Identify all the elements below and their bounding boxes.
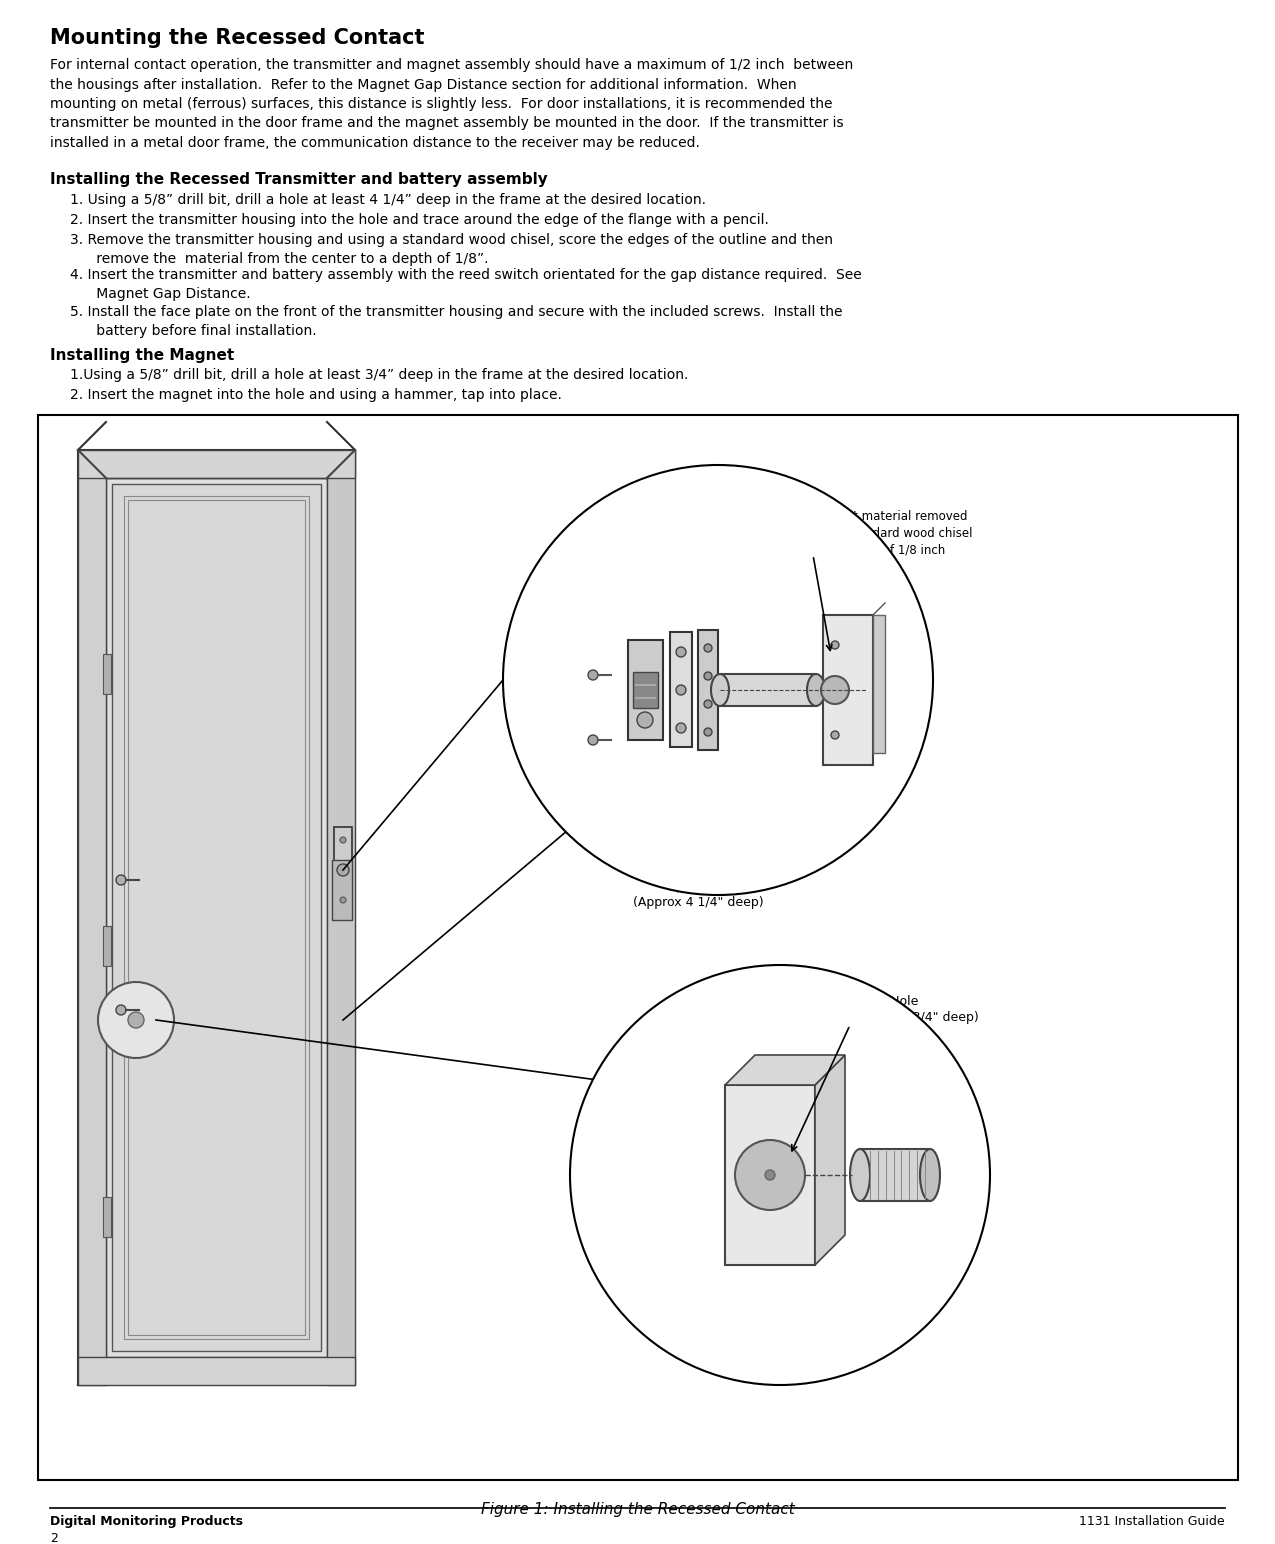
Ellipse shape — [921, 1149, 940, 1201]
Text: 2. Insert the magnet into the hole and using a hammer, tap into place.: 2. Insert the magnet into the hole and u… — [70, 388, 562, 401]
Text: 1.Using a 5/8” drill bit, drill a hole at least 3/4” deep in the frame at the de: 1.Using a 5/8” drill bit, drill a hole a… — [70, 367, 688, 381]
Bar — [78, 449, 354, 479]
Circle shape — [704, 644, 711, 652]
Text: Installing the Magnet: Installing the Magnet — [50, 347, 235, 363]
Text: 1131 Installation Guide: 1131 Installation Guide — [1080, 1515, 1225, 1529]
Text: 4. Insert the transmitter and battery assembly with the reed switch orientated f: 4. Insert the transmitter and battery as… — [70, 269, 862, 301]
Circle shape — [337, 865, 349, 875]
Circle shape — [831, 730, 839, 740]
Circle shape — [704, 699, 711, 709]
Bar — [725, 1085, 815, 1265]
Circle shape — [116, 875, 126, 885]
Text: Digital Monitoring Products: Digital Monitoring Products — [50, 1515, 244, 1529]
Ellipse shape — [711, 675, 729, 706]
Bar — [103, 925, 111, 965]
Circle shape — [588, 735, 598, 746]
Polygon shape — [815, 1055, 845, 1265]
Text: Figure 1: Installing the Recessed Contact: Figure 1: Installing the Recessed Contac… — [481, 1502, 794, 1518]
Text: 5/8" Hole
(Approx 3/4" deep): 5/8" Hole (Approx 3/4" deep) — [861, 994, 979, 1024]
Text: 3. Remove the transmitter housing and using a standard wood chisel, score the ed: 3. Remove the transmitter housing and us… — [70, 233, 833, 266]
Circle shape — [821, 676, 849, 704]
Bar — [632, 672, 658, 709]
Bar — [629, 641, 663, 740]
Text: Mounting the Recessed Contact: Mounting the Recessed Contact — [50, 28, 425, 48]
Circle shape — [734, 1139, 805, 1210]
Bar — [861, 1149, 929, 1201]
Circle shape — [116, 1005, 126, 1014]
Bar — [78, 1357, 354, 1385]
Text: Cutout material removed
with standard wood chisel
to a depth of 1/8 inch: Cutout material removed with standard wo… — [819, 510, 973, 557]
Bar — [124, 496, 309, 1339]
Bar — [720, 675, 816, 706]
Bar — [78, 449, 106, 1385]
Text: 5. Install the face plate on the front of the transmitter housing and secure wit: 5. Install the face plate on the front o… — [70, 306, 843, 338]
Circle shape — [704, 672, 711, 679]
Text: 1. Using a 5/8” drill bit, drill a hole at least 4 1/4” deep in the frame at the: 1. Using a 5/8” drill bit, drill a hole … — [70, 193, 706, 207]
Text: Installing the Recessed Transmitter and battery assembly: Installing the Recessed Transmitter and … — [50, 171, 548, 187]
Bar — [334, 828, 352, 913]
Circle shape — [570, 965, 989, 1385]
Bar — [38, 415, 1238, 1481]
Bar — [822, 615, 873, 764]
Circle shape — [676, 686, 686, 695]
Circle shape — [704, 729, 711, 736]
Bar — [112, 483, 321, 1351]
Bar — [332, 860, 352, 920]
Ellipse shape — [850, 1149, 870, 1201]
Bar — [326, 449, 354, 1385]
Text: 2: 2 — [50, 1532, 57, 1544]
Bar — [697, 630, 718, 750]
Ellipse shape — [807, 675, 825, 706]
Circle shape — [676, 647, 686, 658]
Text: For internal contact operation, the transmitter and magnet assembly should have : For internal contact operation, the tran… — [50, 59, 853, 150]
Bar — [669, 631, 692, 747]
Text: 5/8" Hole
(Approx 4 1/4" deep): 5/8" Hole (Approx 4 1/4" deep) — [632, 880, 764, 909]
Polygon shape — [725, 1055, 845, 1085]
Bar — [103, 1197, 111, 1237]
Bar — [78, 449, 354, 1385]
Circle shape — [340, 897, 346, 903]
Circle shape — [831, 641, 839, 648]
Bar — [106, 479, 326, 1357]
Circle shape — [638, 712, 653, 729]
Bar — [103, 655, 111, 695]
Circle shape — [128, 1011, 144, 1028]
Circle shape — [340, 837, 346, 843]
Circle shape — [588, 670, 598, 679]
Circle shape — [676, 723, 686, 733]
Bar — [873, 615, 885, 753]
Circle shape — [765, 1170, 775, 1180]
Circle shape — [504, 465, 933, 896]
Circle shape — [98, 982, 173, 1058]
Bar — [128, 500, 305, 1336]
Text: 2. Insert the transmitter housing into the hole and trace around the edge of the: 2. Insert the transmitter housing into t… — [70, 213, 769, 227]
